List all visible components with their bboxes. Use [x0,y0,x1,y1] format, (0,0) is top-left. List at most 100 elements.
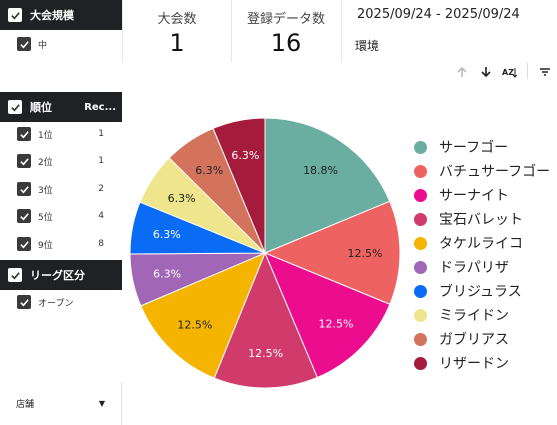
environment-label[interactable]: 環境 [355,39,380,53]
checkbox[interactable] [17,237,31,251]
check-icon [10,271,20,279]
legend-label: タケルライコ [439,236,523,252]
legend-label: サーフゴー [439,140,509,156]
pie-slice-label: 12.5% [177,318,212,331]
filter-rank-column-header[interactable]: Rec... [84,101,116,113]
filter-size-title: 大会規模 [30,9,74,22]
filter-item-count: 2 [98,184,104,194]
legend-label: バチュサーフゴー [439,164,551,180]
filter-item-count: 1 [98,129,104,139]
filter-item-label: 3位 [38,185,53,196]
pie-slice-label: 12.5% [319,317,354,330]
check-icon [19,40,29,48]
checkbox[interactable] [17,37,31,51]
legend-swatch [414,284,427,298]
scorecard-records: 登録データ数 16 [232,0,340,58]
legend-swatch [414,212,427,226]
store-dropdown[interactable]: 店舗 ▼ [0,382,122,425]
scorecard-title: 登録データ数 [246,12,325,27]
pie-slice-label: 6.3% [231,149,259,162]
filter-league-item-0[interactable]: オープン [0,292,122,312]
filter-size-header[interactable]: 大会規模 [0,0,122,30]
legend-item[interactable]: ドラパリザ [414,255,550,279]
legend-item[interactable]: サーフゴー [414,135,550,159]
legend-swatch [414,356,427,370]
pie-chart: 18.8% 12.5% 12.5% 12.5% 12.5% 6.3% 6.3% 6.3% 6.3… [129,117,401,389]
legend-item[interactable]: リザードン [414,351,550,375]
check-icon [19,130,29,138]
legend-item[interactable]: 宝石バレット [414,207,550,231]
checkbox[interactable] [17,209,31,223]
filter-league-header[interactable]: リーグ区分 [0,260,122,290]
pie-slice-label: 12.5% [348,247,383,260]
filter-item-label: 5位 [38,212,53,223]
legend-label: ガブリアス [439,332,509,348]
filter-rank-item-1[interactable]: 2位 1 [0,151,122,171]
filter-icon[interactable] [537,64,553,80]
date-range-picker[interactable]: 2025/09/24 - 2025/09/24 [357,7,520,22]
check-icon [19,212,29,220]
legend-label: サーナイト [439,188,509,204]
sort-alpha-icon[interactable]: AZ [501,64,519,80]
checkbox[interactable] [17,154,31,168]
pie-slice-label: 6.3% [153,267,181,280]
filter-rank-title: 順位 [30,101,52,114]
pie-slice-label: 6.3% [153,228,181,241]
sort-descending-icon[interactable] [478,64,494,80]
check-icon [19,157,29,165]
filter-rank-item-4[interactable]: 9位 8 [0,234,122,254]
filter-rank-item-0[interactable]: 1位 1 [0,124,122,144]
filter-item-count: 4 [98,211,104,221]
pie-slice-label: 12.5% [248,347,283,360]
divider [231,0,232,62]
checkbox[interactable] [17,127,31,141]
legend-item[interactable]: サーナイト [414,183,550,207]
legend-label: ミライドン [439,308,509,324]
checkbox[interactable] [17,182,31,196]
select-all-checkbox[interactable] [8,100,22,114]
legend-item[interactable]: タケルライコ [414,231,550,255]
pie-slice[interactable] [140,252,266,379]
scorecard-value: 16 [270,29,302,57]
legend-swatch [414,308,427,322]
pie-slice[interactable] [213,251,318,389]
legend-item[interactable]: バチュサーフゴー [414,159,550,183]
pie-slice[interactable] [264,252,391,379]
divider [341,0,342,62]
select-all-checkbox[interactable] [8,268,22,282]
check-icon [10,11,20,19]
caret-down-icon: ▼ [98,399,105,408]
legend-swatch [414,260,427,274]
filter-size-item-0[interactable]: 中 [0,34,122,54]
legend-item[interactable]: ブリジュラス [414,279,550,303]
store-dropdown-label: 店舗 [16,400,35,410]
legend-item[interactable]: ガブリアス [414,327,550,351]
pie-slice[interactable] [263,200,401,305]
filter-item-label: 9位 [38,240,53,251]
legend-label: ブリジュラス [439,284,522,300]
filter-item-count: 1 [98,156,104,166]
legend-swatch [414,332,427,346]
toolbar-divider [527,63,528,79]
legend-item[interactable]: ミライドン [414,303,550,327]
legend-swatch [414,236,427,250]
filter-rank-item-2[interactable]: 3位 2 [0,179,122,199]
filter-rank-header[interactable]: 順位 Rec... [0,92,122,122]
pie-slice[interactable] [264,117,391,254]
checkbox[interactable] [17,295,31,309]
check-icon [19,298,29,306]
scorecard-tournaments: 大会数 1 [124,0,230,58]
chart-legend: サーフゴーバチュサーフゴー サーナイト宝石バレットタケルライコドラパリザブリジュラ… [414,135,550,375]
filter-item-label: 中 [38,40,48,51]
divider [122,0,123,62]
check-icon [19,185,29,193]
legend-swatch [414,188,427,202]
sort-ascending-icon[interactable] [454,64,470,80]
filter-item-label: オープン [38,298,74,309]
select-all-checkbox[interactable] [8,8,22,22]
filter-item-count: 8 [98,239,104,249]
check-icon [19,240,29,248]
pie-slice[interactable] [212,117,266,254]
filter-rank-item-3[interactable]: 5位 4 [0,206,122,226]
pie-slice-label: 18.8% [303,164,338,177]
